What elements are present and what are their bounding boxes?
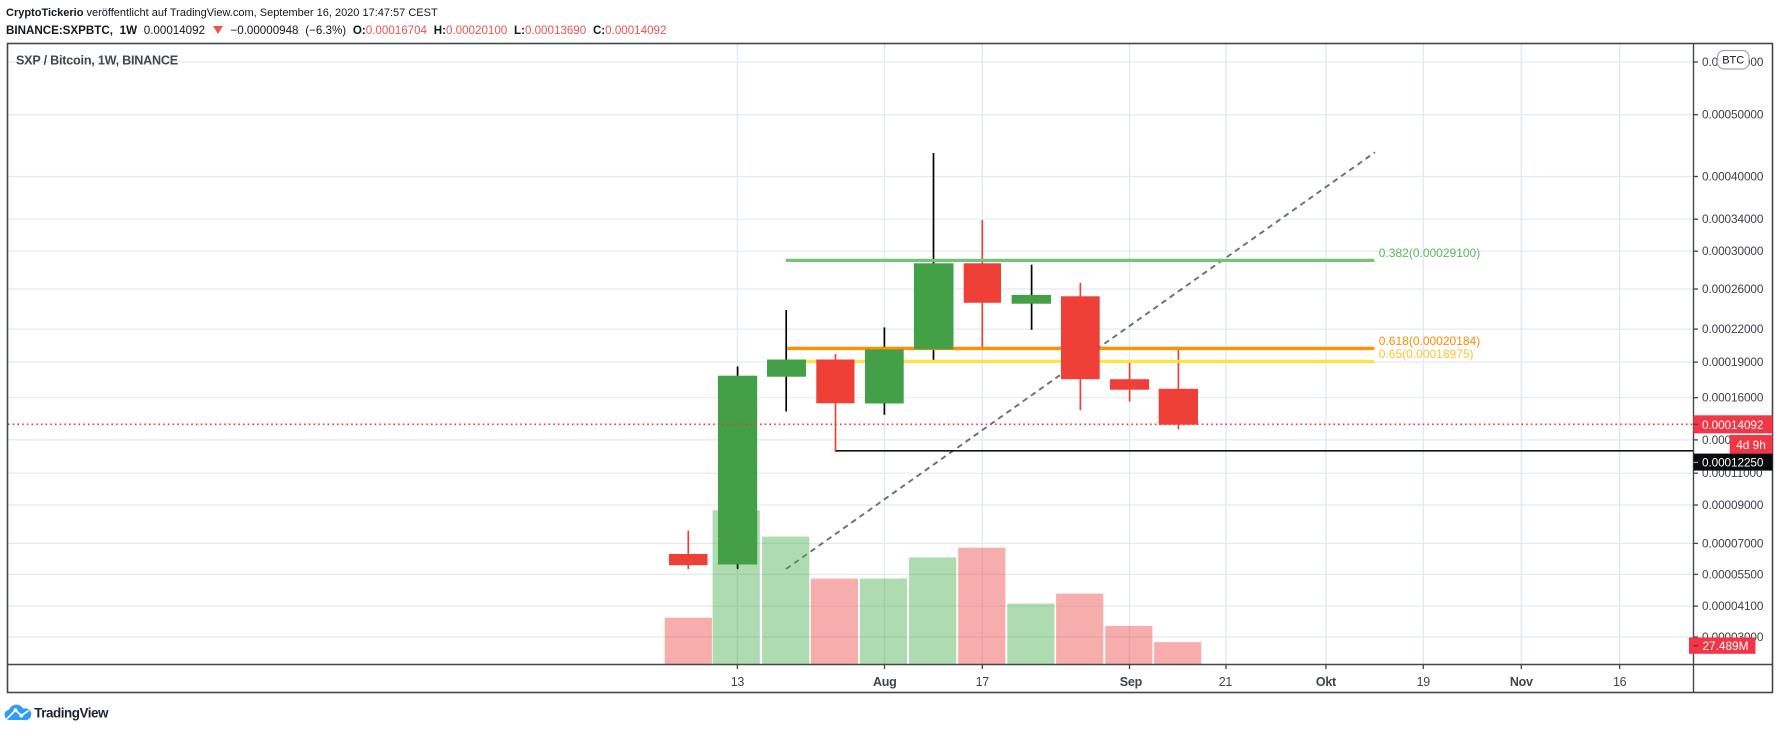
svg-text:TradingView: TradingView xyxy=(34,705,109,720)
svg-text:0.00016000: 0.00016000 xyxy=(1702,391,1764,405)
svg-text:0.00040000: 0.00040000 xyxy=(1702,170,1764,184)
svg-text:0.00050000: 0.00050000 xyxy=(1702,108,1764,122)
svg-text:0.00026000: 0.00026000 xyxy=(1702,282,1764,296)
svg-text:16: 16 xyxy=(1613,675,1627,689)
svg-text:0.00009000: 0.00009000 xyxy=(1702,498,1764,512)
svg-text:21: 21 xyxy=(1219,675,1233,689)
svg-text:0.00004100: 0.00004100 xyxy=(1702,599,1764,613)
svg-text:BTC: BTC xyxy=(1722,54,1744,66)
svg-text:0.00022000: 0.00022000 xyxy=(1702,322,1764,336)
svg-text:0.618(0.00020184): 0.618(0.00020184) xyxy=(1379,334,1480,348)
svg-text:0.00005500: 0.00005500 xyxy=(1702,567,1764,581)
svg-text:4d 9h: 4d 9h xyxy=(1736,438,1766,452)
svg-text:27.489M: 27.489M xyxy=(1703,639,1749,653)
svg-text:Sep: Sep xyxy=(1120,675,1143,689)
svg-text:13: 13 xyxy=(731,675,745,689)
svg-text:19: 19 xyxy=(1417,675,1431,689)
svg-text:17: 17 xyxy=(976,675,990,689)
svg-text:0.00014092: 0.00014092 xyxy=(1702,418,1763,432)
svg-text:0.00012250: 0.00012250 xyxy=(1702,456,1764,470)
svg-text:0.00007000: 0.00007000 xyxy=(1702,536,1764,550)
svg-text:0.00030000: 0.00030000 xyxy=(1702,244,1764,258)
svg-text:0.65(0.00018975): 0.65(0.00018975) xyxy=(1379,347,1474,361)
svg-text:Okt: Okt xyxy=(1316,675,1337,689)
svg-text:Nov: Nov xyxy=(1510,675,1533,689)
svg-text:Aug: Aug xyxy=(873,675,897,689)
svg-text:SXP / Bitcoin, 1W, BINANCE: SXP / Bitcoin, 1W, BINANCE xyxy=(16,53,178,67)
svg-text:0.382(0.00029100): 0.382(0.00029100) xyxy=(1379,246,1480,260)
svg-text:0.00019000: 0.00019000 xyxy=(1702,355,1764,369)
svg-text:0.00034000: 0.00034000 xyxy=(1702,212,1764,226)
